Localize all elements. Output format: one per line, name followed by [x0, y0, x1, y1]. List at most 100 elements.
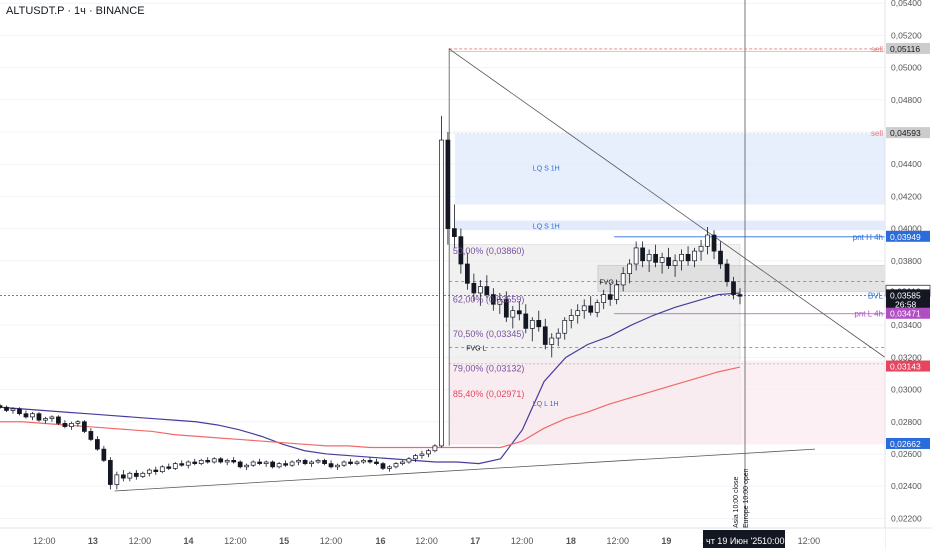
candle-body [283, 463, 288, 466]
candle-body [562, 319, 568, 334]
y-tick-label: 0,04000 [891, 224, 922, 234]
price-label-text: 0,04593 [890, 128, 921, 138]
candle-body [179, 463, 185, 466]
candle-body [296, 460, 301, 463]
candle-body [335, 464, 340, 468]
candle-body [458, 236, 464, 265]
candle-body [490, 294, 496, 305]
countdown-text: 26:58 [895, 299, 917, 309]
candle-body [250, 461, 256, 466]
candle-body [659, 257, 665, 263]
x-tick-label: 12:00 [798, 536, 821, 546]
x-tick-label: 12:00 [511, 536, 534, 546]
candle-body [75, 421, 81, 424]
price-axis [885, 0, 932, 550]
candle-body [536, 319, 542, 328]
candle-body [445, 139, 451, 229]
candle-body [56, 416, 61, 424]
time-axis [0, 528, 885, 550]
fib-label: 70,50% (0,03345) [453, 329, 525, 339]
price-label-text: 0,03585 [890, 290, 921, 300]
candle-body [289, 461, 295, 466]
candle-body [30, 413, 35, 418]
ma-line-1 [0, 366, 741, 449]
candle-body [309, 461, 314, 464]
crosshair-time-box [703, 530, 785, 548]
crosshair-time-right: 10:00 [762, 536, 785, 546]
x-tick-label: 12:00 [606, 536, 629, 546]
candle-body [666, 257, 671, 266]
candle-body [601, 294, 607, 303]
price-label-box [886, 289, 930, 310]
candle-body [646, 253, 652, 262]
x-tick-label: 14 [183, 536, 193, 546]
y-tick-label: 0,04800 [891, 95, 922, 105]
candle-body [133, 472, 139, 477]
candle-body [224, 460, 230, 463]
candle-body [465, 263, 470, 284]
candle-body [302, 460, 308, 464]
y-tick-label: 0,04200 [891, 191, 922, 201]
candle-body [627, 263, 633, 275]
candle-body [341, 461, 347, 466]
x-tick-label: 18 [566, 536, 576, 546]
candle-body [237, 461, 243, 468]
candle-body [146, 469, 152, 474]
candle-body [166, 466, 172, 469]
candle-body [497, 299, 503, 305]
candle-body [62, 423, 68, 427]
chart-title: ALTUSDT.P · 1ч · BINANCE [6, 5, 145, 17]
candle-body [257, 461, 263, 464]
x-tick-label: 13 [88, 536, 98, 546]
candle-body [43, 418, 48, 421]
y-tick-label: 0,02200 [891, 513, 922, 523]
candle-body [452, 228, 457, 237]
candle-body [406, 458, 412, 463]
candle-body [49, 416, 55, 419]
candle-body [354, 461, 360, 464]
x-tick-label: 12:00 [224, 536, 247, 546]
candle-body [218, 458, 224, 463]
fib-label: 62,00% (0,03559) [453, 295, 525, 305]
x-tick-label: 12:00 [415, 536, 438, 546]
candle-body [95, 439, 100, 450]
candle-body [653, 253, 658, 263]
candle-body [731, 281, 736, 295]
candle-body [471, 282, 477, 294]
candle-body [114, 474, 120, 485]
zone-label: LQ S 1H [533, 223, 560, 230]
x-tick-label: 17 [470, 536, 480, 546]
candle-body [10, 408, 16, 411]
y-tick-label: 0,05000 [891, 63, 922, 73]
candle-body [568, 315, 574, 321]
session-label: Europe 10:00 open [743, 468, 750, 528]
candle-body [516, 310, 522, 315]
candle-body [244, 464, 250, 468]
fib-label: 79,00% (0,03132) [453, 363, 525, 373]
candle-body [153, 469, 159, 473]
candle-body [380, 463, 386, 469]
candle-body [172, 463, 178, 469]
x-tick-label: 16 [376, 536, 386, 546]
candle-body [374, 461, 379, 464]
candle-body [419, 453, 425, 456]
candle-body [140, 472, 146, 477]
crosshair-time-label: чт 19 Июн '25 [706, 536, 762, 546]
price-label-box [886, 360, 930, 372]
session-label: Asia 10:00 close [733, 477, 740, 528]
candle-body [36, 413, 42, 421]
candle-body [315, 460, 321, 463]
candle-body [633, 247, 639, 265]
y-tick-label: 0,03200 [891, 352, 922, 362]
candle-body [718, 250, 723, 265]
y-tick-label: 0,03800 [891, 256, 922, 266]
candle-body [69, 423, 74, 427]
candle-body [159, 466, 165, 473]
zone-label: FVG L [466, 346, 486, 353]
price-label-box [886, 437, 930, 449]
candle-body [127, 472, 133, 479]
y-tick-label: 0,05200 [891, 30, 922, 40]
x-tick-label: 15 [279, 536, 289, 546]
zone-label: LQ L 1H [533, 401, 559, 408]
